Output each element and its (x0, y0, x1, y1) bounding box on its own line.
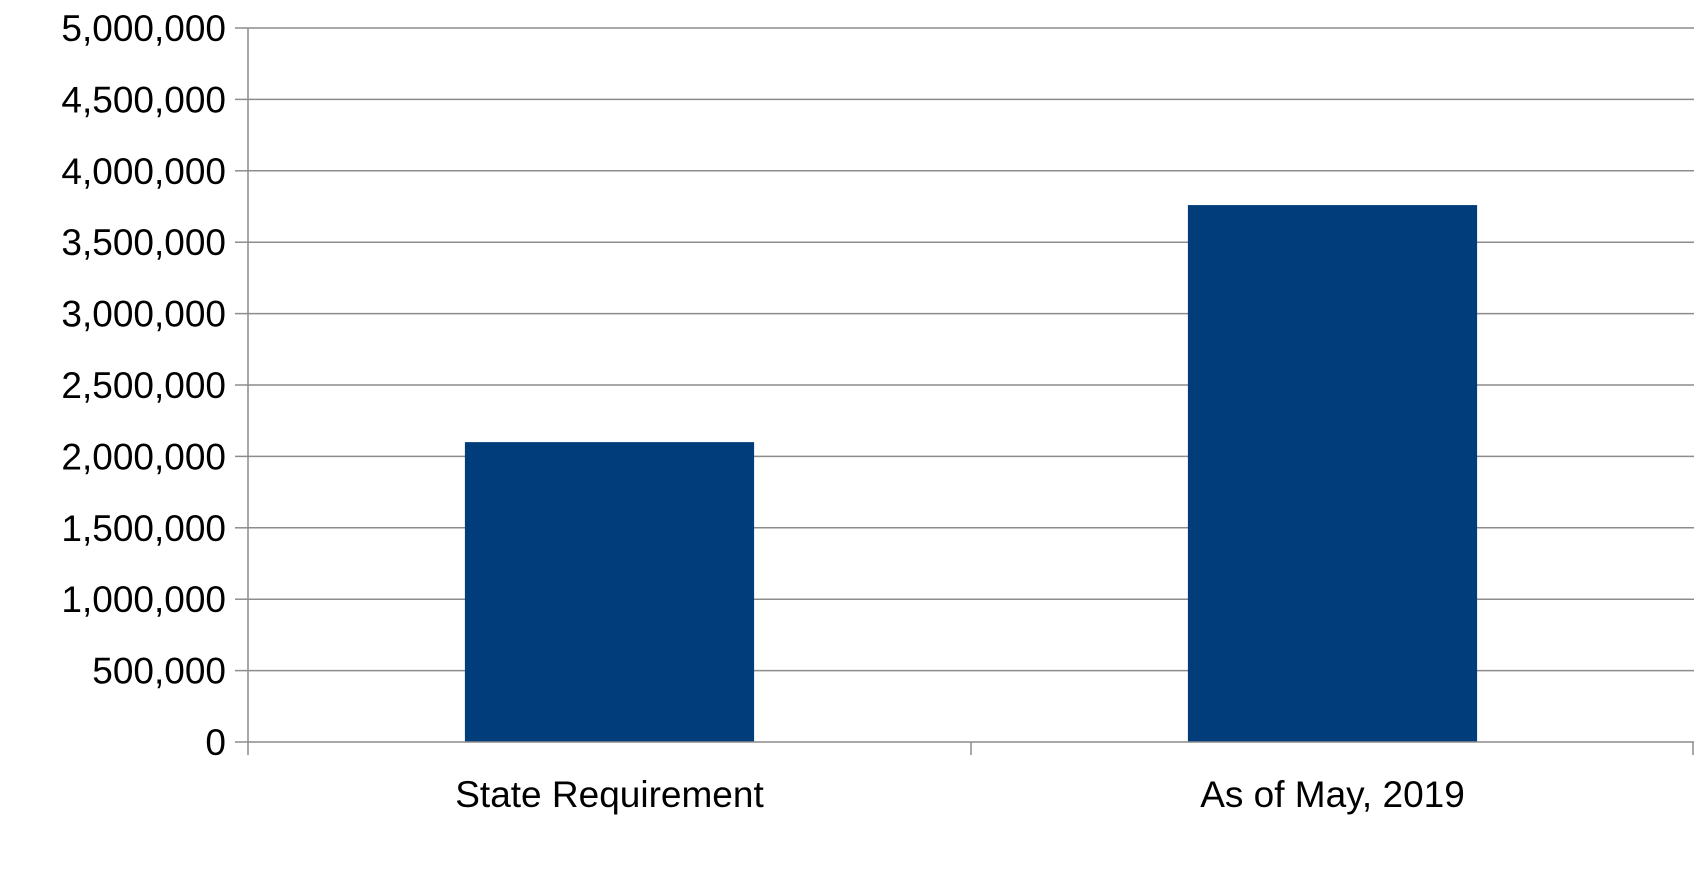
y-tick-label: 1,500,000 (61, 508, 226, 549)
x-tick-label: State Requirement (455, 774, 764, 815)
x-tick-labels: State Requirement As of May, 2019 (455, 774, 1465, 815)
y-tick-label: 1,000,000 (61, 579, 226, 620)
y-tick-label: 3,000,000 (61, 294, 226, 335)
y-tick-label: 2,000,000 (61, 436, 226, 477)
bar (1187, 205, 1478, 742)
y-tick-label: 4,000,000 (61, 151, 226, 192)
axes (235, 27, 1694, 755)
y-tick-label: 500,000 (92, 651, 226, 692)
y-tick-label: 5,000,000 (61, 8, 226, 49)
y-tick-label: 2,500,000 (61, 365, 226, 406)
bar (464, 442, 755, 742)
y-tick-label: 4,500,000 (61, 79, 226, 120)
y-tick-label: 3,500,000 (61, 222, 226, 263)
y-tick-labels: 0 500,000 1,000,000 1,500,000 2,000,000 2,500… (61, 8, 226, 763)
y-tick-label: 0 (205, 722, 226, 763)
bars (464, 205, 1478, 742)
x-tick-label: As of May, 2019 (1200, 774, 1465, 815)
